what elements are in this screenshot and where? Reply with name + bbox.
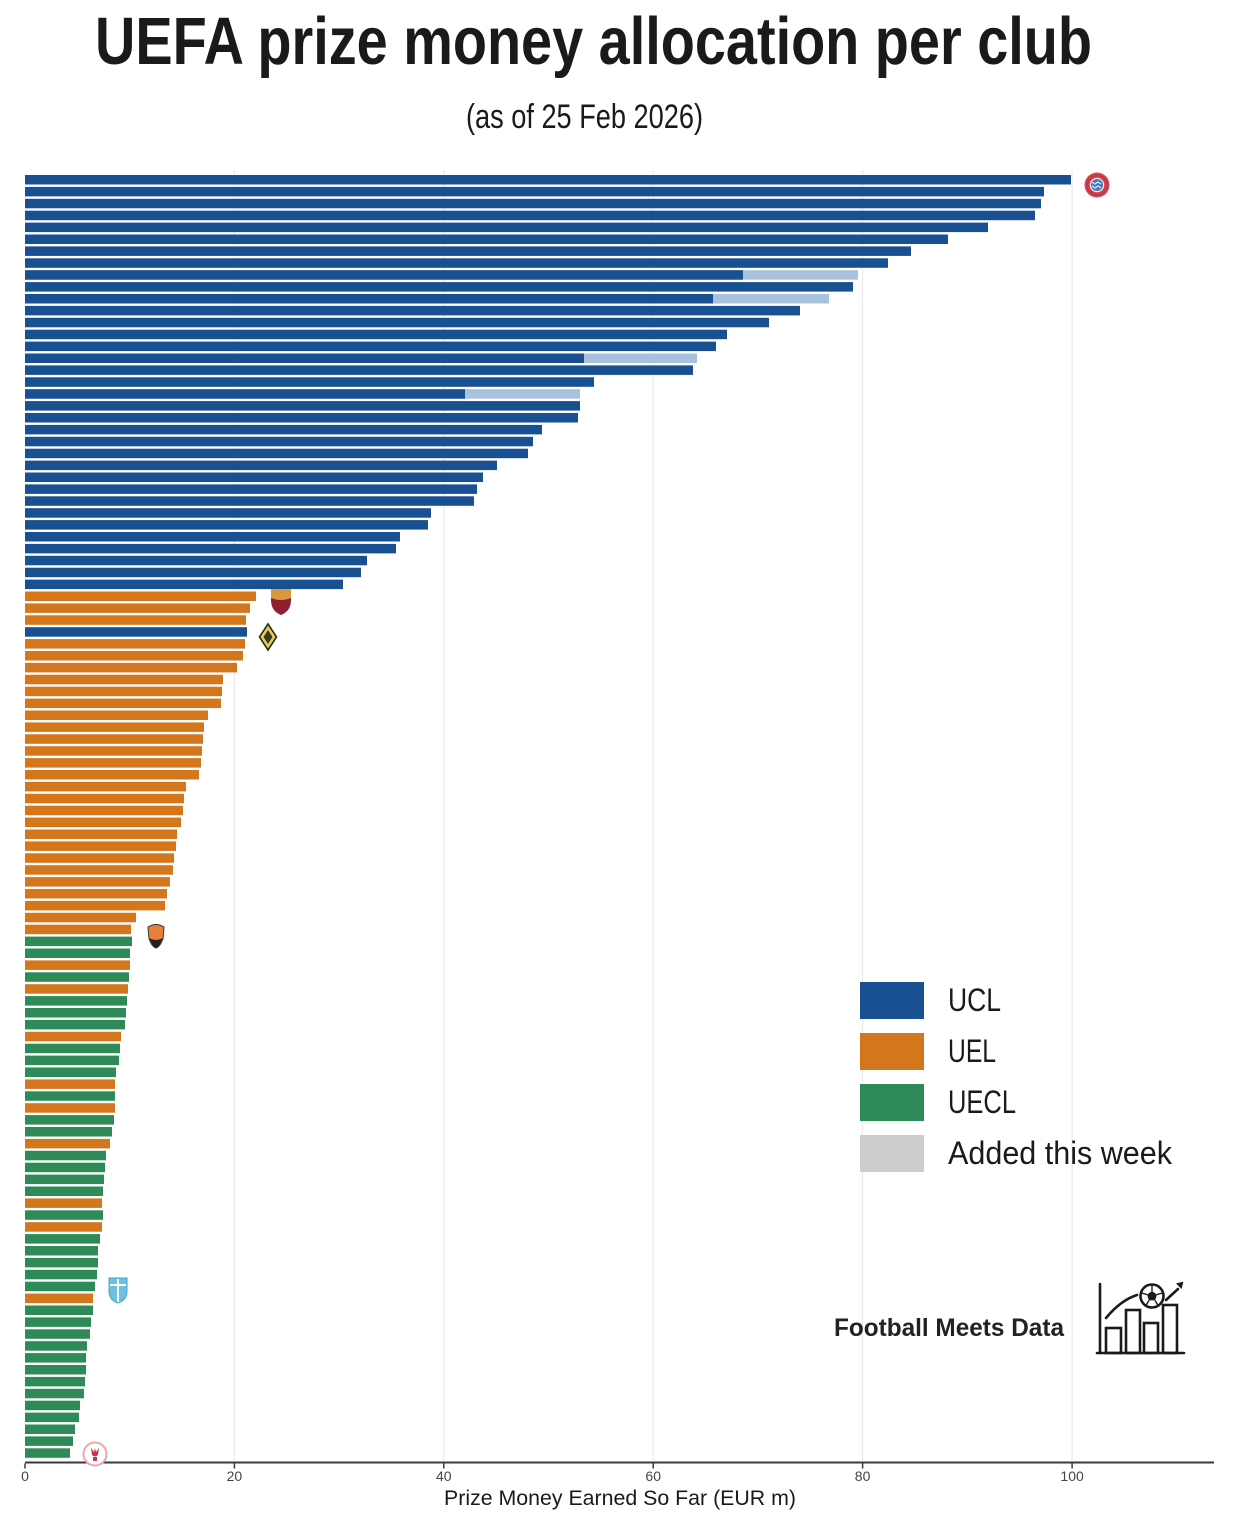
svg-text:(as of 25 Feb 2026): (as of 25 Feb 2026) [466,98,703,136]
svg-text:UEFA prize money allocation pe: UEFA prize money allocation per club [95,4,1092,79]
svg-text:UCL: UCL [948,982,1001,1018]
svg-text:Added this week: Added this week [948,1135,1173,1171]
svg-text:UEL: UEL [948,1033,996,1069]
svg-text:Football Meets Data: Football Meets Data [834,1314,1065,1342]
svg-text:40: 40 [436,1468,452,1484]
svg-text:80: 80 [855,1468,871,1484]
svg-text:UECL: UECL [948,1084,1016,1120]
svg-text:0: 0 [21,1468,29,1484]
svg-text:Prize Money Earned So Far (EUR: Prize Money Earned So Far (EUR m) [444,1487,796,1510]
svg-text:60: 60 [645,1468,661,1484]
svg-text:20: 20 [227,1468,243,1484]
svg-text:100: 100 [1060,1468,1084,1484]
